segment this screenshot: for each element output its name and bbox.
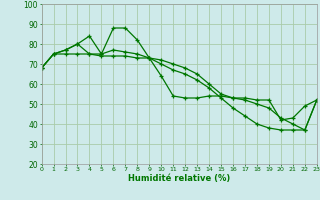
X-axis label: Humidité relative (%): Humidité relative (%) — [128, 174, 230, 183]
